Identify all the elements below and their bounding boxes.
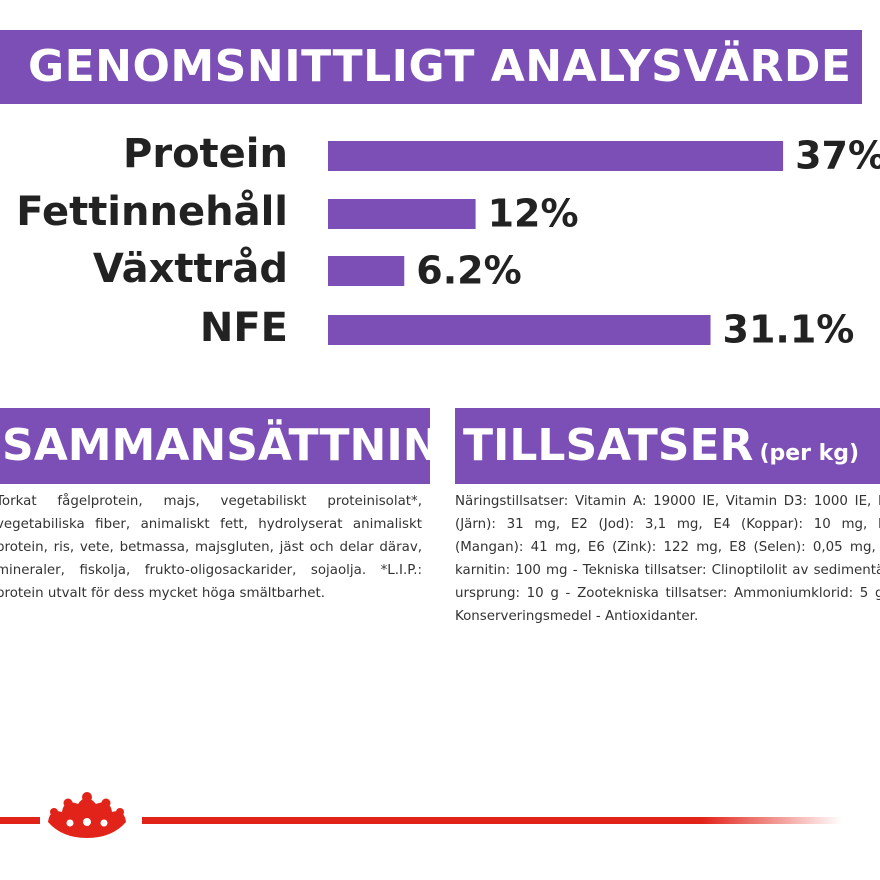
bar xyxy=(328,141,784,171)
bar xyxy=(328,199,476,229)
chart-title: GENOMSNITTLIGT ANALYSVÄRDE xyxy=(0,30,862,104)
additives-header: TILLSATSER (per kg) xyxy=(455,408,880,484)
value-label: 37% xyxy=(795,134,880,178)
footer-line xyxy=(0,817,40,824)
additives-text: Näringstillsatser: Vitamin A: 19000 IE, … xyxy=(455,494,880,624)
bar xyxy=(328,315,711,345)
additives-title: TILLSATSER xyxy=(463,420,754,471)
category-label: Växttråd xyxy=(93,245,288,292)
bar xyxy=(328,256,405,286)
category-label: NFE xyxy=(200,305,288,351)
value-label: 31.1% xyxy=(723,308,855,352)
footer-line xyxy=(142,817,842,824)
composition-title: SAMMANSÄTTNING xyxy=(0,408,430,484)
category-label: Fettinnehåll xyxy=(16,188,288,235)
value-label: 6.2% xyxy=(416,249,521,293)
additives-unit: (per kg) xyxy=(759,441,860,466)
logo-crown xyxy=(48,792,126,838)
category-label: Protein xyxy=(123,131,288,177)
value-label: 12% xyxy=(488,192,579,236)
composition-text: Torkat fågelprotein, majs, vegetabiliskt… xyxy=(0,494,422,601)
